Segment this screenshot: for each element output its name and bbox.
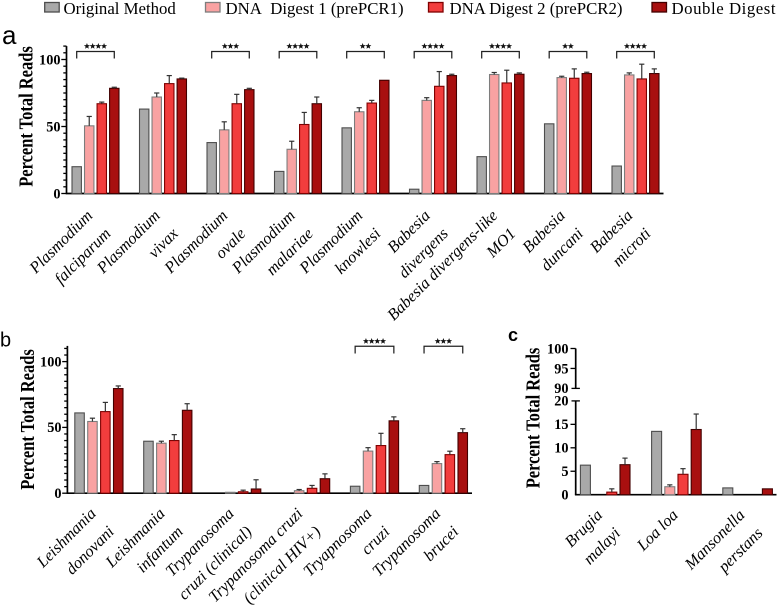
svg-text:Babesiaduncani: Babesiaduncani (518, 206, 587, 275)
svg-text:15: 15 (554, 417, 568, 433)
svg-text:DNA Digest 1 (prePCR1): DNA Digest 1 (prePCR1) (226, 0, 404, 18)
svg-text:a: a (2, 20, 17, 50)
svg-text:100: 100 (547, 341, 568, 357)
svg-text:0: 0 (53, 186, 60, 202)
svg-text:b: b (0, 330, 11, 352)
svg-text:10: 10 (554, 441, 568, 457)
svg-text:Loa loa: Loa loa (632, 505, 682, 555)
svg-text:Plasmodiumvivax: Plasmodiumvivax (92, 205, 182, 295)
svg-text:Brugiamalayi: Brugiamalayi (561, 505, 625, 569)
svg-text:Plasmodiummalariae: Plasmodiummalariae (227, 206, 317, 296)
svg-text:50: 50 (46, 119, 60, 135)
svg-text:100: 100 (40, 354, 61, 370)
svg-text:Plasmodiumknowlesi: Plasmodiumknowlesi (295, 206, 385, 296)
svg-text:Double Digest: Double Digest (672, 0, 777, 18)
svg-text:Percent Total Reads: Percent Total Reads (18, 349, 39, 490)
svg-text:Trypanosomabrucei: Trypanosomabrucei (368, 504, 462, 598)
svg-text:95: 95 (554, 361, 568, 377)
svg-text:Trypanosomacruzi (clinical): Trypanosomacruzi (clinical) (156, 504, 256, 604)
svg-text:Original Method: Original Method (64, 0, 177, 18)
svg-text:90: 90 (554, 381, 568, 397)
svg-text:c: c (508, 325, 518, 345)
svg-text:Plasmodiumfalciparum: Plasmodiumfalciparum (25, 206, 115, 296)
svg-text:Plasmodiumovale: Plasmodiumovale (160, 206, 250, 296)
svg-text:100: 100 (39, 52, 60, 68)
svg-text:Percent Total Reads: Percent Total Reads (524, 347, 545, 488)
svg-text:Mansonellaperstans: Mansonellaperstans (680, 505, 767, 592)
svg-text:0: 0 (561, 488, 568, 504)
svg-text:DNA Digest 2 (prePCR2): DNA Digest 2 (prePCR2) (450, 0, 623, 18)
svg-text:20: 20 (554, 394, 568, 410)
svg-text:0: 0 (54, 486, 61, 502)
svg-text:5: 5 (561, 464, 568, 480)
svg-text:Babesiamicroti: Babesiamicroti (586, 206, 655, 275)
svg-text:50: 50 (47, 420, 61, 436)
svg-text:Leishmaniadonovani: Leishmaniadonovani (32, 504, 118, 590)
svg-text:Percent Total Reads: Percent Total Reads (17, 46, 38, 187)
svg-text:Tryapnosomacruzi: Tryapnosomacruzi (299, 504, 393, 598)
